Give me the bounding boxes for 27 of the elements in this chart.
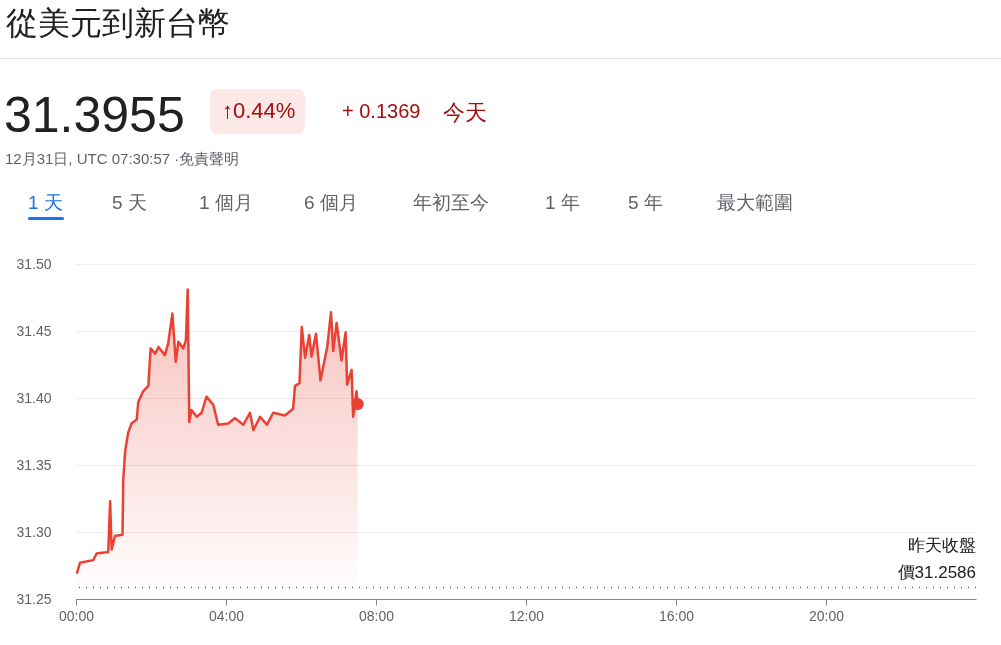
text: 1 年 xyxy=(545,191,580,215)
text: ↑0.44% xyxy=(210,89,306,134)
text: 5 天 xyxy=(112,191,147,215)
text: 5 年 xyxy=(628,191,663,215)
y-tick-label: 31.45 xyxy=(16,322,52,339)
text: 12月31日, UTC 07:30:57 ·免責聲明 xyxy=(5,150,240,169)
y-tick-label: 31.25 xyxy=(16,590,52,607)
x-tick-label: 04:00 xyxy=(208,607,245,624)
x-tick-label: 16:00 xyxy=(658,607,695,624)
x-tick-label: 12:00 xyxy=(508,607,545,624)
text: 今天 xyxy=(443,99,487,127)
y-tick-label: 31.40 xyxy=(16,389,52,406)
y-tick-label: 31.30 xyxy=(16,523,52,540)
ref-line-label: 昨天收盤價31.2586 xyxy=(897,536,976,583)
x-tick-label: 08:00 xyxy=(358,607,395,624)
text: 1 天 xyxy=(28,191,63,215)
x-tick-label: 00:00 xyxy=(58,607,95,624)
y-tick-label: 31.50 xyxy=(16,255,52,272)
x-tick-label: 20:00 xyxy=(808,607,845,624)
y-tick-label: 31.35 xyxy=(16,456,52,473)
text: 年初至今 xyxy=(413,191,489,215)
text: 1 個月 xyxy=(199,191,253,215)
text: + 0.1369 xyxy=(342,100,421,123)
chart-title: 從美元到新台幣 xyxy=(6,4,230,43)
text: 31.3955 xyxy=(4,86,185,144)
text: 最大範圍 xyxy=(717,191,793,215)
text: 6 個月 xyxy=(304,191,358,215)
